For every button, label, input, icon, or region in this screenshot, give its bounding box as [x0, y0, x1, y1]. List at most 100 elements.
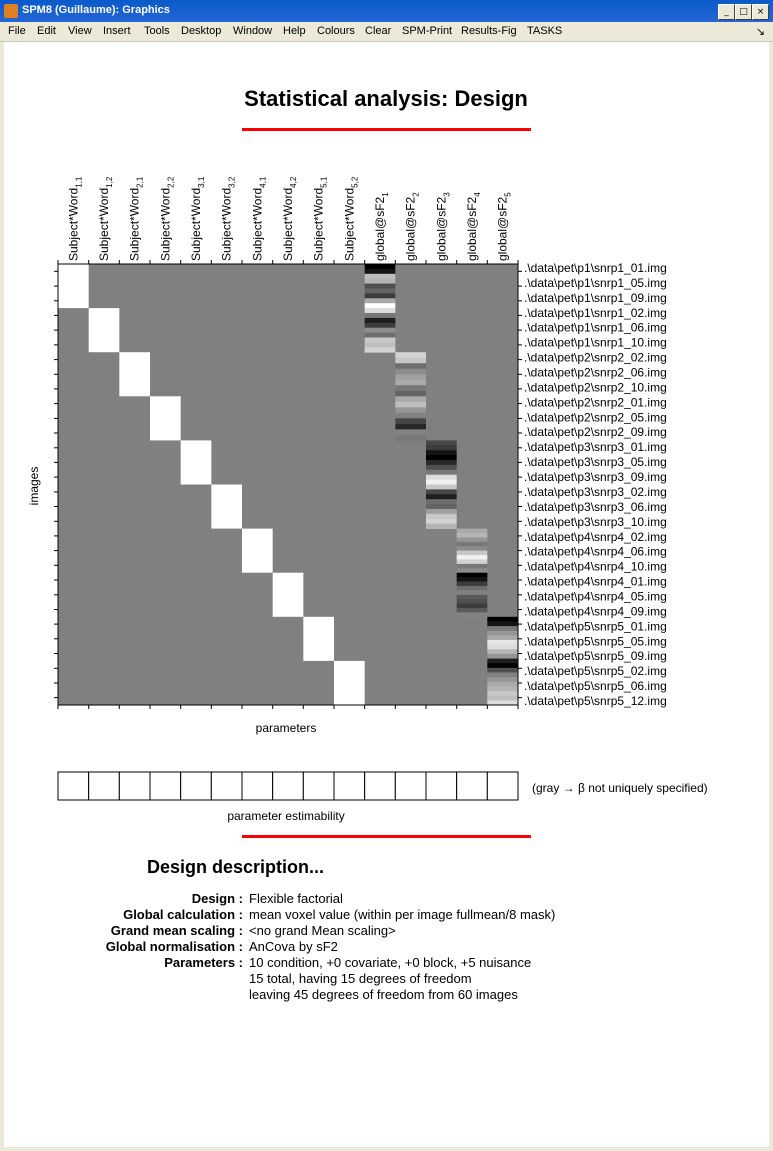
- column-label-subscript: 5: [504, 192, 513, 197]
- column-label-subscript: 1,1: [74, 176, 83, 188]
- design-description: Design : Flexible factorial Global calcula…: [106, 891, 556, 1002]
- estimability-box: [149, 771, 182, 801]
- global-cell: [487, 658, 518, 664]
- estimability-underline: [242, 835, 531, 838]
- close-button[interactable]: ×: [752, 4, 769, 20]
- row-label: .\data\pet\p2\snrp2_06.img: [524, 366, 667, 380]
- global-cell: [364, 288, 396, 294]
- column-label: Subject*Word5,1: [312, 176, 329, 261]
- column-label: Subject*Word3,2: [220, 176, 237, 261]
- column-label: Subject*Word5,2: [342, 176, 359, 261]
- estimability-note: (gray → β not uniquely specified): [532, 781, 708, 795]
- column-label-subscript: 3,2: [228, 176, 237, 188]
- row-label: .\data\pet\p5\snrp5_06.img: [524, 679, 667, 693]
- column-label-base: Subject*Word: [66, 188, 80, 261]
- menu-spm-print[interactable]: SPM-Print: [402, 25, 453, 37]
- global-cell: [395, 374, 426, 381]
- row-label: .\data\pet\p5\snrp5_02.img: [524, 664, 667, 678]
- menu-window[interactable]: Window: [233, 25, 273, 37]
- menu-desktop[interactable]: Desktop: [181, 25, 222, 37]
- column-label-subscript: 1,2: [105, 176, 114, 188]
- row-label: .\data\pet\p3\snrp3_06.img: [524, 500, 667, 514]
- row-label: .\data\pet\p3\snrp3_09.img: [524, 470, 667, 484]
- menu-insert[interactable]: Insert: [103, 25, 131, 37]
- column-labels: Subject*Word1,1Subject*Word1,2Subject*Wo…: [66, 176, 512, 261]
- column-label-subscript: 5,2: [350, 176, 359, 188]
- matrix-frame: [57, 263, 519, 706]
- menu-view[interactable]: View: [68, 25, 92, 37]
- global-cell: [487, 686, 518, 692]
- global-cell: [456, 607, 488, 613]
- global-cell: [487, 672, 518, 678]
- menu-clear[interactable]: Clear: [365, 25, 392, 37]
- menu-edit[interactable]: Edit: [37, 25, 56, 37]
- estimability-box: [302, 771, 335, 801]
- column-label-subscript: 4,2: [289, 176, 298, 188]
- global-cell: [364, 337, 396, 343]
- description-value: <no grand Mean scaling>: [249, 923, 396, 938]
- global-cell: [364, 264, 396, 270]
- figure-canvas: Statistical analysis: Design Subject*Wor…: [4, 42, 769, 1147]
- title-underline: [242, 128, 531, 131]
- global-cell: [395, 363, 426, 370]
- menu-tools[interactable]: Tools: [144, 25, 170, 37]
- row-label: .\data\pet\p5\snrp5_01.img: [524, 619, 667, 633]
- global-cell: [456, 585, 488, 591]
- description-value: mean voxel value (within per image fullm…: [249, 907, 555, 922]
- global-cell: [487, 616, 518, 622]
- global-cell: [426, 523, 457, 529]
- description-key: Grand mean scaling :: [111, 923, 243, 938]
- menu-results-fig[interactable]: Results-Fig: [461, 25, 517, 37]
- global-cell: [487, 700, 518, 706]
- column-label-subscript: 3: [442, 192, 451, 197]
- estimability-box: [118, 771, 151, 801]
- column-label-base: Subject*Word: [312, 188, 326, 261]
- global-cell: [426, 469, 457, 476]
- global-cell: [426, 518, 457, 525]
- global-columns: [364, 264, 518, 706]
- description-key: Global normalisation :: [106, 939, 243, 954]
- description-key: Design :: [192, 891, 243, 906]
- minimize-button[interactable]: _: [718, 4, 735, 20]
- column-label-subscript: 4: [473, 192, 482, 197]
- global-cell: [395, 352, 426, 359]
- global-cell: [456, 581, 488, 587]
- condition-block: [150, 396, 181, 441]
- menu-colours[interactable]: Colours: [317, 25, 355, 37]
- menu-file[interactable]: File: [8, 25, 26, 37]
- global-cell: [487, 626, 518, 632]
- dock-arrow-icon[interactable]: ↘: [755, 25, 765, 38]
- matlab-app-icon: [4, 4, 18, 18]
- column-label-base: global@sF2: [434, 196, 448, 261]
- column-label-base: Subject*Word: [189, 188, 203, 261]
- column-label-subscript: 3,1: [197, 176, 206, 188]
- window-titlebar[interactable]: SPM8 (Guillaume): Graphics _ □ ×: [0, 0, 773, 22]
- row-label: .\data\pet\p5\snrp5_12.img: [524, 694, 667, 708]
- global-cell: [395, 357, 426, 364]
- column-label-base: Subject*Word: [128, 188, 142, 261]
- column-label-base: global@sF2: [404, 196, 418, 261]
- global-cell: [426, 440, 457, 446]
- global-cell: [456, 603, 488, 609]
- menu-help[interactable]: Help: [283, 25, 306, 37]
- global-cell: [364, 347, 396, 353]
- column-label-subscript: 4,1: [258, 176, 267, 188]
- description-heading: Design description...: [147, 857, 324, 877]
- images-axis-label: images: [27, 467, 41, 506]
- global-cell: [456, 572, 488, 578]
- global-cell: [364, 278, 396, 284]
- global-cell: [426, 509, 457, 515]
- column-label-base: Subject*Word: [97, 188, 111, 261]
- column-label: Subject*Word2,2: [158, 176, 175, 261]
- row-label: .\data\pet\p4\snrp4_10.img: [524, 560, 667, 574]
- column-label: Subject*Word3,1: [189, 176, 206, 261]
- estimability-label: parameter estimability: [227, 809, 344, 823]
- global-cell: [487, 644, 518, 650]
- row-label: .\data\pet\p3\snrp3_02.img: [524, 485, 667, 499]
- column-label: global@sF25: [496, 192, 513, 261]
- global-cell: [487, 695, 518, 701]
- row-labels: .\data\pet\p1\snrp1_01.img.\data\pet\p1\…: [524, 261, 667, 708]
- menu-tasks[interactable]: TASKS: [527, 25, 563, 37]
- row-label: .\data\pet\p4\snrp4_09.img: [524, 604, 667, 618]
- maximize-button[interactable]: □: [735, 4, 752, 20]
